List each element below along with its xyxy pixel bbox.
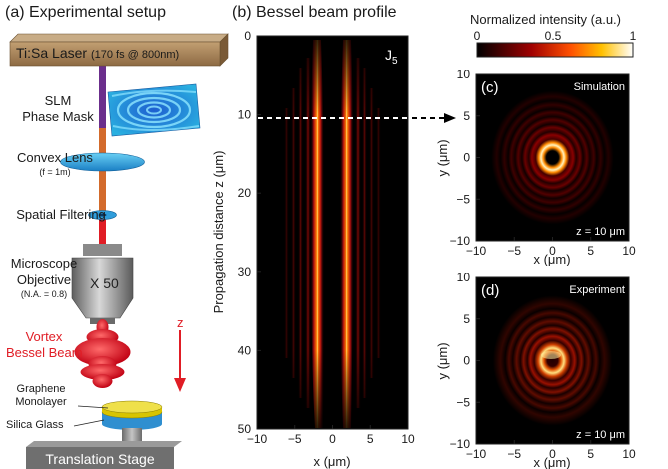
panel-b-x-ticks: −10 −5 0 5 10	[247, 425, 415, 446]
panel-d-y-tick: −5	[456, 395, 470, 409]
panel-d-x-tick: −5	[507, 447, 521, 461]
panel-c-y-tick: 5	[463, 109, 470, 123]
panel-c-y-tick: 10	[457, 70, 471, 81]
setup-diagram	[9, 33, 229, 469]
panel-d-x-ticks: −10 −5 0 5 10	[466, 440, 636, 461]
beam-segment-red	[99, 212, 106, 252]
panel-c-x-tick: 5	[587, 244, 594, 258]
panel-b-title: (b) Bessel beam profile	[232, 4, 397, 21]
vortex-bessel-beam	[74, 319, 131, 388]
panel-d-y-tick: 0	[463, 354, 470, 368]
objective-label: Microscope Objective (N.A. = 0.8)	[10, 256, 78, 299]
panel-b-x-tick: −10	[247, 432, 268, 446]
laser-box	[9, 33, 229, 67]
panel-c-x-tick: −10	[466, 244, 487, 258]
panel-d-y-tick: −10	[450, 437, 471, 451]
bessel-profile-plot: −10 −5 0 5 10 0 10 20 30 40 50 J5 x (μm) Propagat…	[211, 29, 415, 469]
beam-label: Vortex Bessel Beam	[6, 329, 83, 360]
slm-phase-mask	[107, 83, 201, 137]
panel-b-y-tick: 50	[238, 422, 252, 436]
panel-d-y-label: y (μm)	[435, 342, 450, 379]
panel-c-x-tick: −5	[507, 244, 521, 258]
panel-d-y-ticks: 10 5 0 −5 −10	[450, 273, 480, 451]
panel-d-x-tick: 10	[622, 447, 636, 461]
slm-label: SLM Phase Mask	[22, 93, 94, 124]
translation-stage	[26, 441, 182, 469]
stage-label: Translation Stage	[45, 451, 155, 467]
panel-d-y-tick: 5	[463, 312, 470, 326]
colorbar-title: Normalized intensity (a.u.)	[470, 12, 621, 27]
colorbar-tick-1: 1	[630, 29, 637, 43]
panel-d-label: (d)	[481, 282, 499, 299]
panel-b-order-label: J5	[385, 47, 398, 67]
panel-c-z-note: z = 10 μm	[576, 226, 625, 238]
panel-b-y-tick: 40	[238, 343, 252, 357]
panel-b-x-label: x (μm)	[313, 454, 350, 469]
spatial-filter	[88, 210, 117, 220]
experiment-plot: −10 −5 0 5 10 10 5 0 −5 −10 (d) Experiment z = 1…	[435, 273, 636, 469]
panel-b-x-tick: 5	[367, 432, 374, 446]
panel-c-x-label: x (μm)	[533, 252, 570, 266]
panel-d-tag: Experiment	[569, 284, 625, 296]
panel-a-title: (a) Experimental setup	[5, 4, 166, 21]
panel-b-x-tick: 0	[329, 432, 336, 446]
panel-b-y-tick: 0	[244, 29, 251, 43]
panel-b-y-tick: 30	[238, 265, 252, 279]
panel-d-z-note: z = 10 μm	[576, 429, 625, 441]
convex-lens	[60, 152, 145, 172]
colorbar-tick-half: 0.5	[545, 29, 562, 43]
glass-label: Silica Glass	[6, 419, 64, 431]
laser-label: Ti:Sa Laser (170 fs @ 800nm)	[16, 45, 180, 61]
panel-d-x-tick: 5	[587, 447, 594, 461]
simulation-plot: −10 −5 0 5 10 10 5 0 −5 −10 (c) Simulation z = 1…	[435, 70, 636, 266]
panel-c-y-tick: −10	[450, 234, 471, 248]
panel-c-y-ticks: 10 5 0 −5 −10	[450, 70, 480, 248]
panel-d-x-tick: 0	[549, 447, 556, 461]
laser-spec: (170 fs @ 800nm)	[90, 49, 180, 61]
graphene-label: Graphene Monolayer	[15, 383, 67, 408]
sample-stack	[101, 400, 163, 430]
panel-c-y-label: y (μm)	[435, 139, 450, 176]
panel-c-x-tick: 10	[622, 244, 636, 258]
panel-b-x-tick: 10	[401, 432, 415, 446]
panel-c-tag: Simulation	[574, 81, 625, 93]
panel-d-y-tick: 10	[457, 273, 471, 284]
panel-d-x-label: x (μm)	[533, 455, 570, 469]
panel-b-y-ticks: 0 10 20 30 40 50	[238, 29, 261, 436]
panel-c-label: (c)	[481, 79, 499, 96]
panel-c-x-ticks: −10 −5 0 5 10	[466, 237, 636, 258]
objective-magnification: X 50	[90, 275, 119, 291]
panel-c-y-tick: −5	[456, 192, 470, 206]
panel-b-y-tick: 20	[238, 186, 252, 200]
filter-label: Spatial Filtering	[16, 207, 106, 222]
panel-c-y-tick: 0	[463, 151, 470, 165]
colorbar: 0 0.5 1	[474, 29, 637, 58]
panel-d-x-tick: −10	[466, 447, 487, 461]
panel-b-y-tick: 10	[238, 108, 252, 122]
beam-segment-purple	[99, 62, 106, 134]
lens-label: Convex Lens (f = 1m)	[17, 150, 93, 177]
panel-b-x-tick: −5	[288, 432, 302, 446]
panel-c-x-tick: 0	[549, 244, 556, 258]
z-axis-label: z	[177, 315, 184, 330]
colorbar-tick-0: 0	[474, 29, 481, 43]
panel-b-y-label: Propagation distance z (μm)	[211, 151, 226, 314]
